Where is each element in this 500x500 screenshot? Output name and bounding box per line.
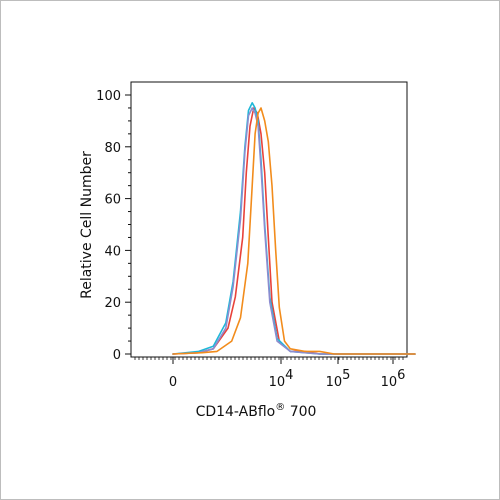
- series-line-2: [172, 102, 416, 355]
- plot-area: [130, 81, 408, 358]
- x-axis-title-sup: ®: [275, 402, 285, 413]
- x-tick-label: 106: [381, 368, 406, 390]
- x-axis-title-tail: 700: [285, 404, 316, 420]
- plot-border: [130, 81, 408, 358]
- series-line-1: [172, 107, 416, 355]
- x-tick-label: 104: [269, 368, 294, 390]
- y-tick-label: 0: [113, 348, 121, 363]
- y-tick-label: 20: [104, 296, 121, 311]
- y-tick-label: 40: [104, 244, 121, 259]
- x-tick-label: 0: [169, 375, 177, 390]
- x-tick-label: 105: [326, 368, 351, 390]
- axes: 0 20 40 60 80 100 0 104 105 106: [96, 89, 405, 390]
- y-axis-title: Relative Cell Number: [79, 151, 95, 299]
- y-tick-label: 80: [104, 141, 121, 156]
- series-line-3: [172, 107, 416, 355]
- y-tick-label: 100: [96, 89, 121, 104]
- x-axis-title: CD14-ABflo® 700: [196, 402, 317, 420]
- y-tick-label: 60: [104, 193, 121, 208]
- series-line-4: [172, 107, 416, 355]
- series-layer: [172, 102, 416, 355]
- x-axis-title-main: CD14-ABflo: [196, 404, 276, 420]
